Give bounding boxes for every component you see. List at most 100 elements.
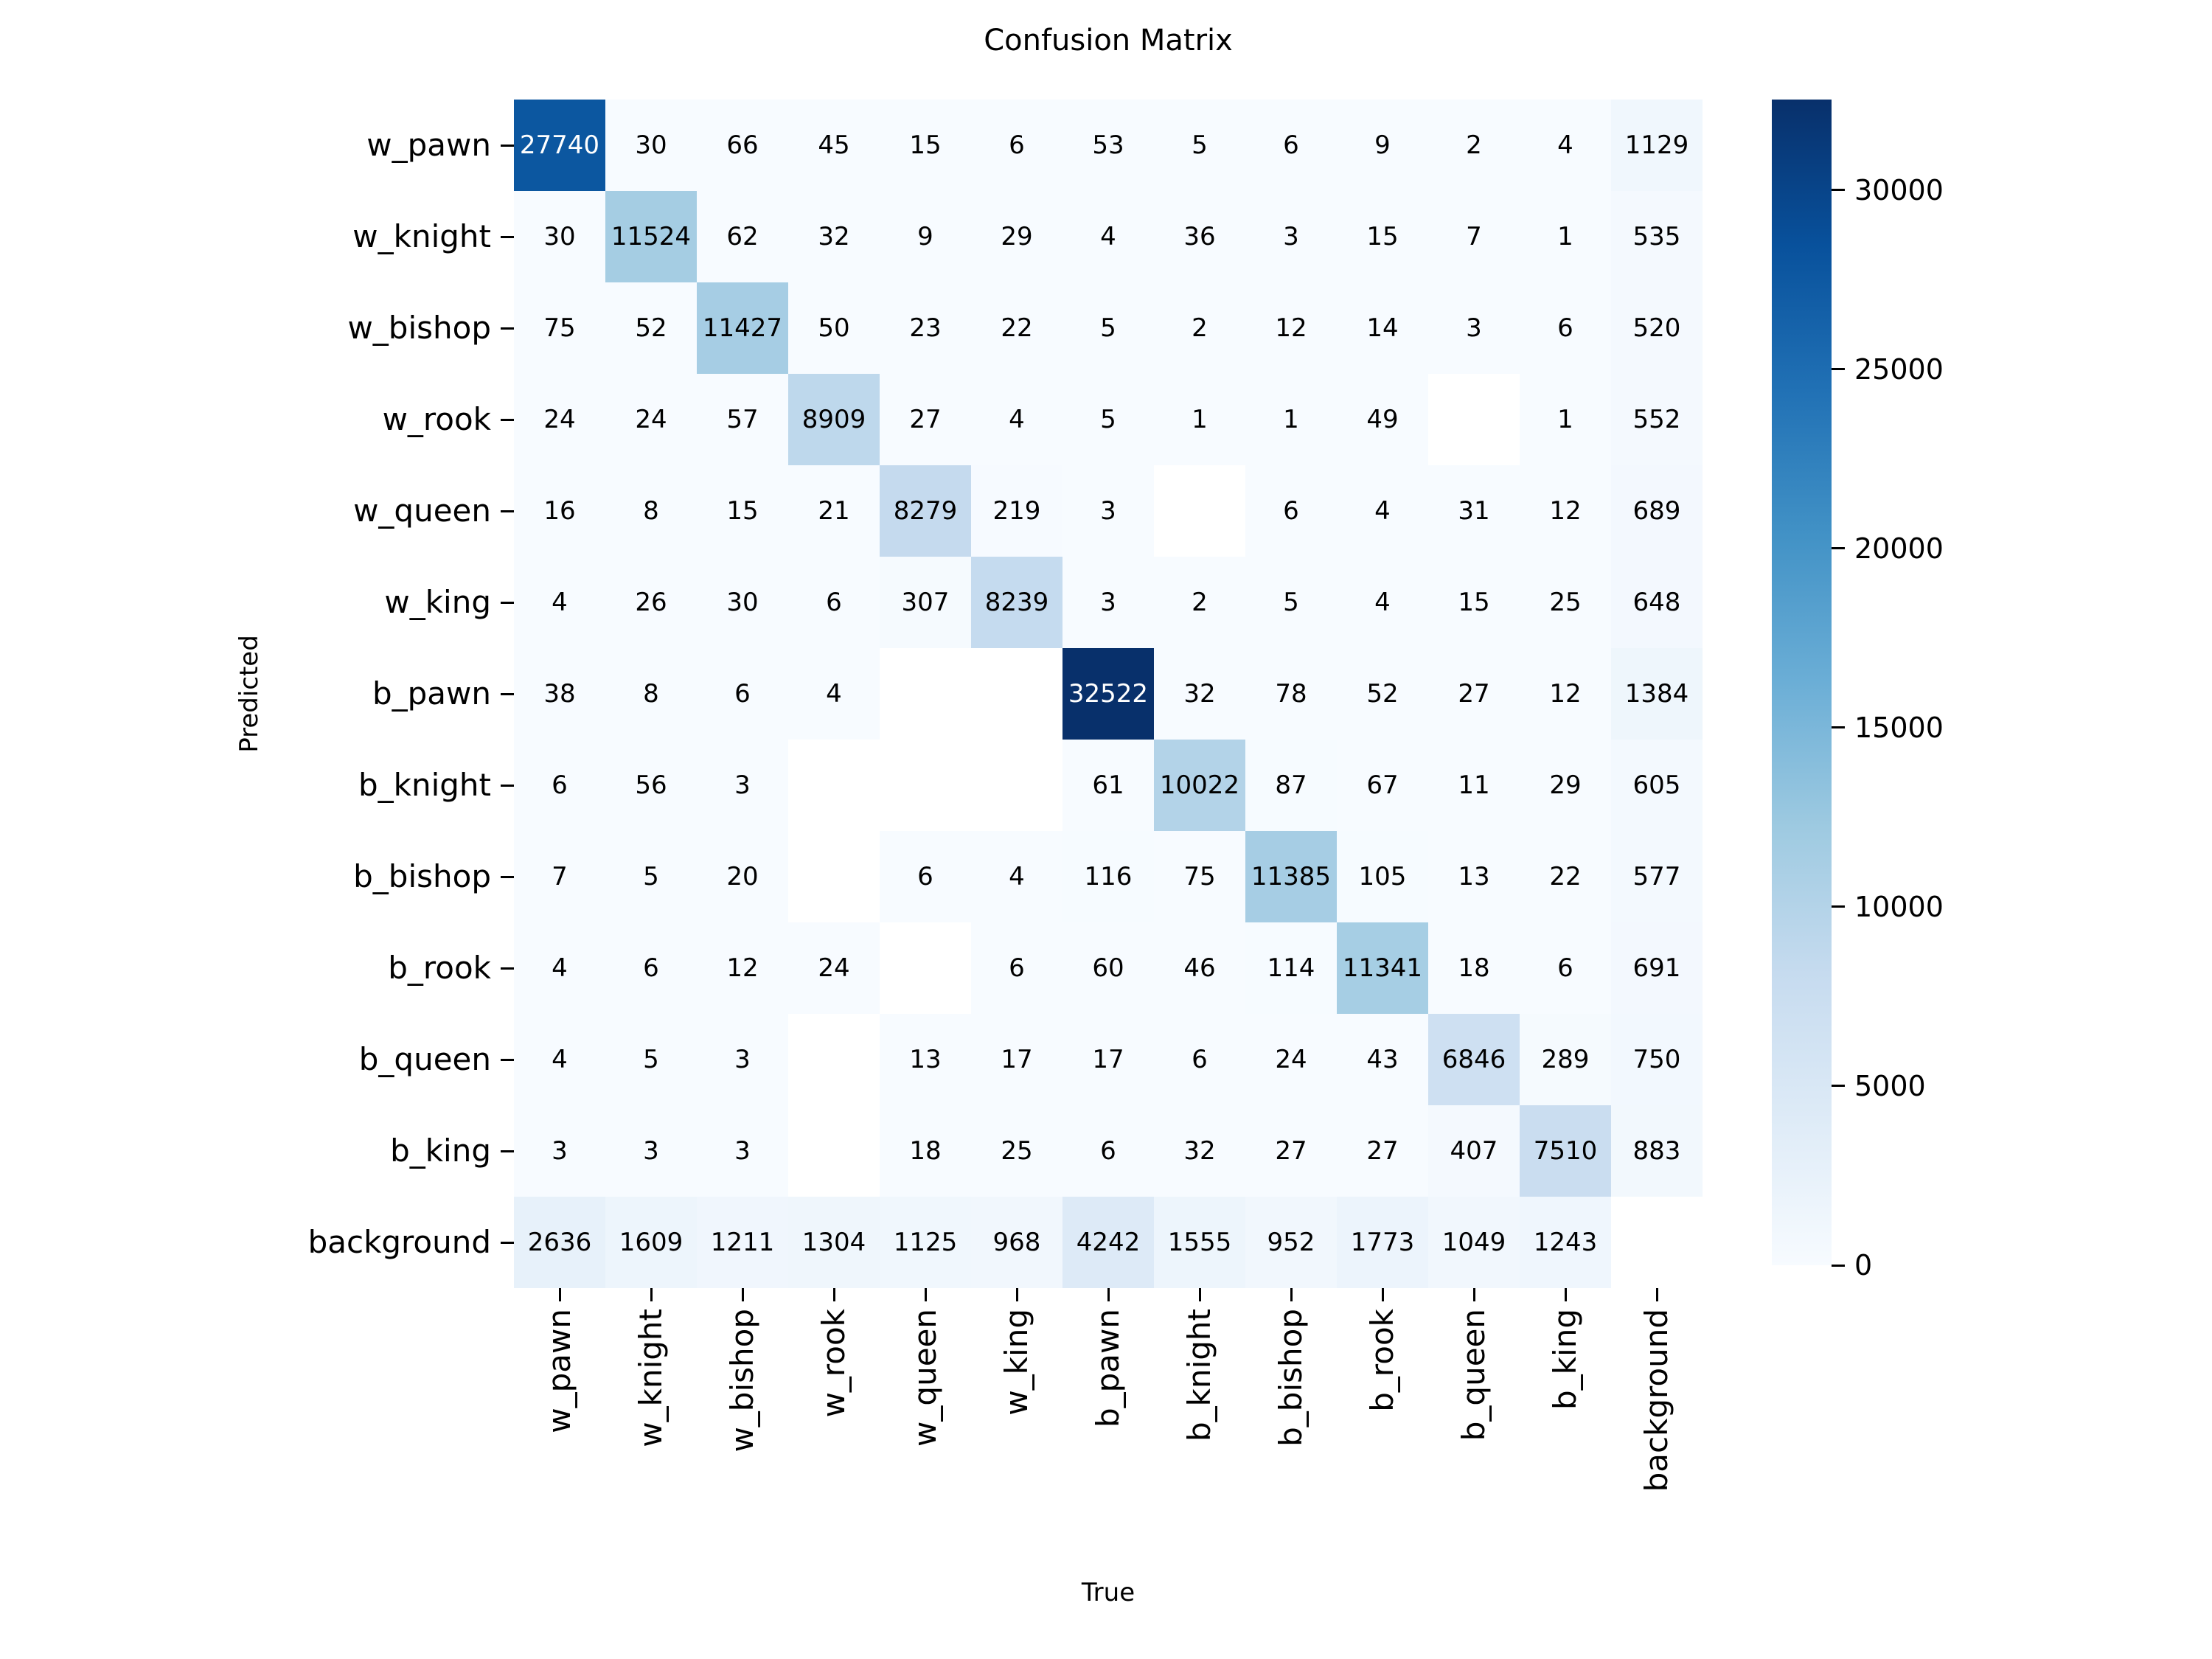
heatmap-cell-w_pawn-b_queen: 2 — [1428, 100, 1520, 191]
cell-value: 9 — [1374, 131, 1391, 160]
heatmap-cell-b_knight-w_queen — [880, 740, 971, 831]
cell-value: 8 — [643, 496, 659, 526]
cell-value: 7510 — [1533, 1136, 1598, 1166]
heatmap-cell-b_queen-background: 750 — [1611, 1014, 1703, 1105]
cell-value: 535 — [1632, 222, 1681, 251]
heatmap-cell-w_knight-w_pawn: 30 — [514, 191, 605, 282]
heatmap-cell-w_king-b_bishop: 5 — [1245, 557, 1337, 648]
cell-value: 6 — [1557, 953, 1573, 983]
y-tick-label-b_bishop: b_bishop — [353, 858, 491, 894]
cell-value: 6 — [1009, 131, 1025, 160]
cell-value: 16 — [543, 496, 576, 526]
cell-value: 4 — [1009, 405, 1025, 434]
x-tick-label-b_knight: b_knight — [1181, 1309, 1217, 1442]
y-tick-mark — [501, 509, 514, 512]
y-tick-label-b_queen: b_queen — [358, 1041, 491, 1077]
cell-value: 13 — [1458, 862, 1490, 891]
heatmap-cell-w_pawn-b_pawn: 53 — [1062, 100, 1154, 191]
cell-value: 20 — [726, 862, 759, 891]
colorbar-tick-label-10000: 10000 — [1854, 890, 1944, 923]
heatmap-cell-b_knight-b_rook: 67 — [1337, 740, 1428, 831]
colorbar-tick-mark — [1832, 1085, 1845, 1088]
x-tick-label-w_rook: w_rook — [815, 1309, 852, 1418]
heatmap-cell-b_rook-b_pawn: 60 — [1062, 922, 1154, 1014]
colorbar-tick-mark — [1832, 1264, 1845, 1267]
y-tick-label-w_king: w_king — [384, 584, 491, 620]
heatmap-cell-w_queen-w_king: 219 — [971, 465, 1062, 557]
heatmap-cell-w_knight-b_knight: 36 — [1154, 191, 1245, 282]
y-tick-label-w_bishop: w_bishop — [347, 310, 491, 346]
cell-value: 23 — [909, 313, 942, 343]
cell-value: 6 — [552, 771, 568, 800]
cell-value: 11427 — [702, 313, 783, 343]
heatmap-cell-w_pawn-b_bishop: 6 — [1245, 100, 1337, 191]
heatmap-cell-w_rook-w_bishop: 57 — [697, 374, 788, 465]
cell-value: 15 — [726, 496, 759, 526]
heatmap-cell-b_pawn-b_knight: 32 — [1154, 648, 1245, 740]
cell-value: 5 — [643, 1045, 659, 1074]
y-tick-mark — [501, 327, 514, 330]
cell-value: 30 — [635, 131, 667, 160]
heatmap-cell-w_queen-b_king: 12 — [1520, 465, 1611, 557]
heatmap-cell-w_rook-w_knight: 24 — [605, 374, 697, 465]
heatmap-cell-b_bishop-b_bishop: 11385 — [1245, 831, 1337, 922]
heatmap-cell-b_bishop-w_queen: 6 — [880, 831, 971, 922]
cell-value: 12 — [726, 953, 759, 983]
heatmap-cell-w_king-b_king: 25 — [1520, 557, 1611, 648]
heatmap-cell-w_bishop-w_rook: 50 — [788, 282, 880, 374]
cell-value: 8909 — [801, 405, 866, 434]
cell-value: 49 — [1366, 405, 1399, 434]
cell-value: 9 — [917, 222, 933, 251]
x-tick-mark — [1107, 1288, 1110, 1301]
heatmap-cell-b_king-w_king: 25 — [971, 1105, 1062, 1197]
x-tick-mark — [1198, 1288, 1201, 1301]
cell-value: 15 — [909, 131, 942, 160]
heatmap-cell-b_queen-w_rook — [788, 1014, 880, 1105]
heatmap-cell-w_rook-b_bishop: 1 — [1245, 374, 1337, 465]
cell-value: 5 — [1192, 131, 1208, 160]
heatmap-cell-b_knight-b_bishop: 87 — [1245, 740, 1337, 831]
y-tick-label-w_pawn: w_pawn — [366, 127, 491, 163]
heatmap-cell-b_rook-b_king: 6 — [1520, 922, 1611, 1014]
cell-value: 6 — [1009, 953, 1025, 983]
cell-value: 7 — [1466, 222, 1482, 251]
heatmap-cell-b_pawn-b_pawn: 32522 — [1062, 648, 1154, 740]
heatmap-cell-background-w_bishop: 1211 — [697, 1197, 788, 1288]
y-tick-label-b_pawn: b_pawn — [372, 675, 491, 712]
x-tick-label-b_queen: b_queen — [1455, 1309, 1492, 1441]
cell-value: 883 — [1632, 1136, 1681, 1166]
cell-value: 32 — [1183, 679, 1216, 709]
heatmap-cell-b_pawn-background: 1384 — [1611, 648, 1703, 740]
cell-value: 3 — [1466, 313, 1482, 343]
heatmap-cell-w_knight-w_knight: 11524 — [605, 191, 697, 282]
cell-value: 5 — [1283, 588, 1299, 617]
cell-value: 61 — [1092, 771, 1124, 800]
cell-value: 1 — [1283, 405, 1299, 434]
heatmap-cell-w_knight-w_queen: 9 — [880, 191, 971, 282]
cell-value: 46 — [1183, 953, 1216, 983]
heatmap-cell-w_bishop-w_queen: 23 — [880, 282, 971, 374]
cell-value: 3 — [734, 1045, 751, 1074]
colorbar-tick-mark — [1832, 547, 1845, 550]
heatmap-cell-b_knight-b_knight: 10022 — [1154, 740, 1245, 831]
heatmap-cell-b_pawn-w_knight: 8 — [605, 648, 697, 740]
heatmap-cell-w_queen-w_knight: 8 — [605, 465, 697, 557]
heatmap-cell-b_knight-w_knight: 56 — [605, 740, 697, 831]
heatmap-cell-b_bishop-w_king: 4 — [971, 831, 1062, 922]
cell-value: 4 — [1374, 496, 1391, 526]
cell-value: 952 — [1267, 1228, 1315, 1257]
heatmap-cell-background-w_pawn: 2636 — [514, 1197, 605, 1288]
heatmap-cell-b_rook-b_queen: 18 — [1428, 922, 1520, 1014]
heatmap-cell-b_pawn-w_rook: 4 — [788, 648, 880, 740]
heatmap-cell-w_pawn-w_king: 6 — [971, 100, 1062, 191]
cell-value: 5 — [1100, 405, 1116, 434]
cell-value: 6 — [1283, 496, 1299, 526]
colorbar-tick-mark — [1832, 368, 1845, 371]
heatmap-cell-w_queen-b_bishop: 6 — [1245, 465, 1337, 557]
cell-value: 1304 — [801, 1228, 866, 1257]
cell-value: 4 — [1557, 131, 1573, 160]
heatmap-cell-b_rook-b_knight: 46 — [1154, 922, 1245, 1014]
cell-value: 605 — [1632, 771, 1681, 800]
cell-value: 8 — [643, 679, 659, 709]
heatmap-cell-b_bishop-background: 577 — [1611, 831, 1703, 922]
